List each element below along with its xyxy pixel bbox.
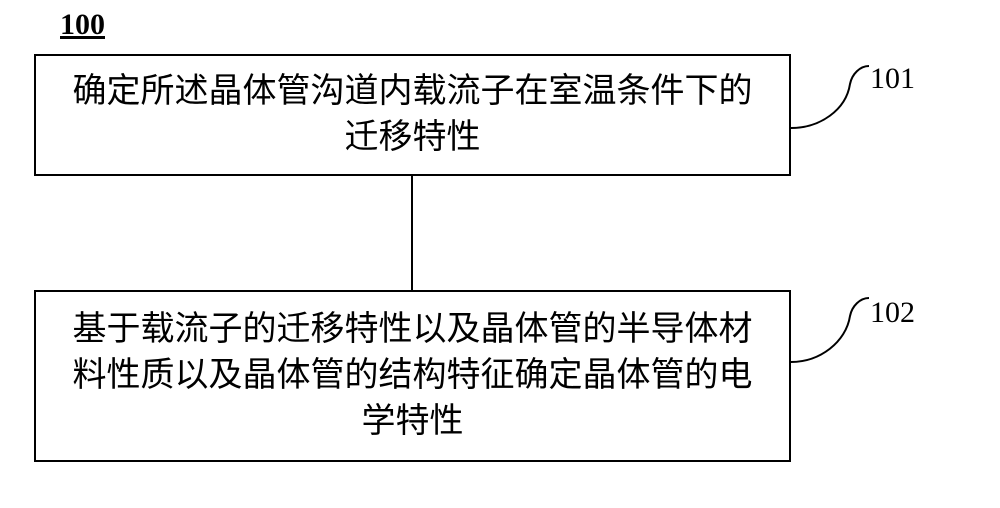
diagram-canvas: 100 确定所述晶体管沟道内载流子在室温条件下的迁移特性 101 基于载流子的迁… — [0, 0, 1000, 508]
step-label-102: 102 — [870, 296, 915, 330]
leader-line-102 — [0, 0, 1000, 508]
